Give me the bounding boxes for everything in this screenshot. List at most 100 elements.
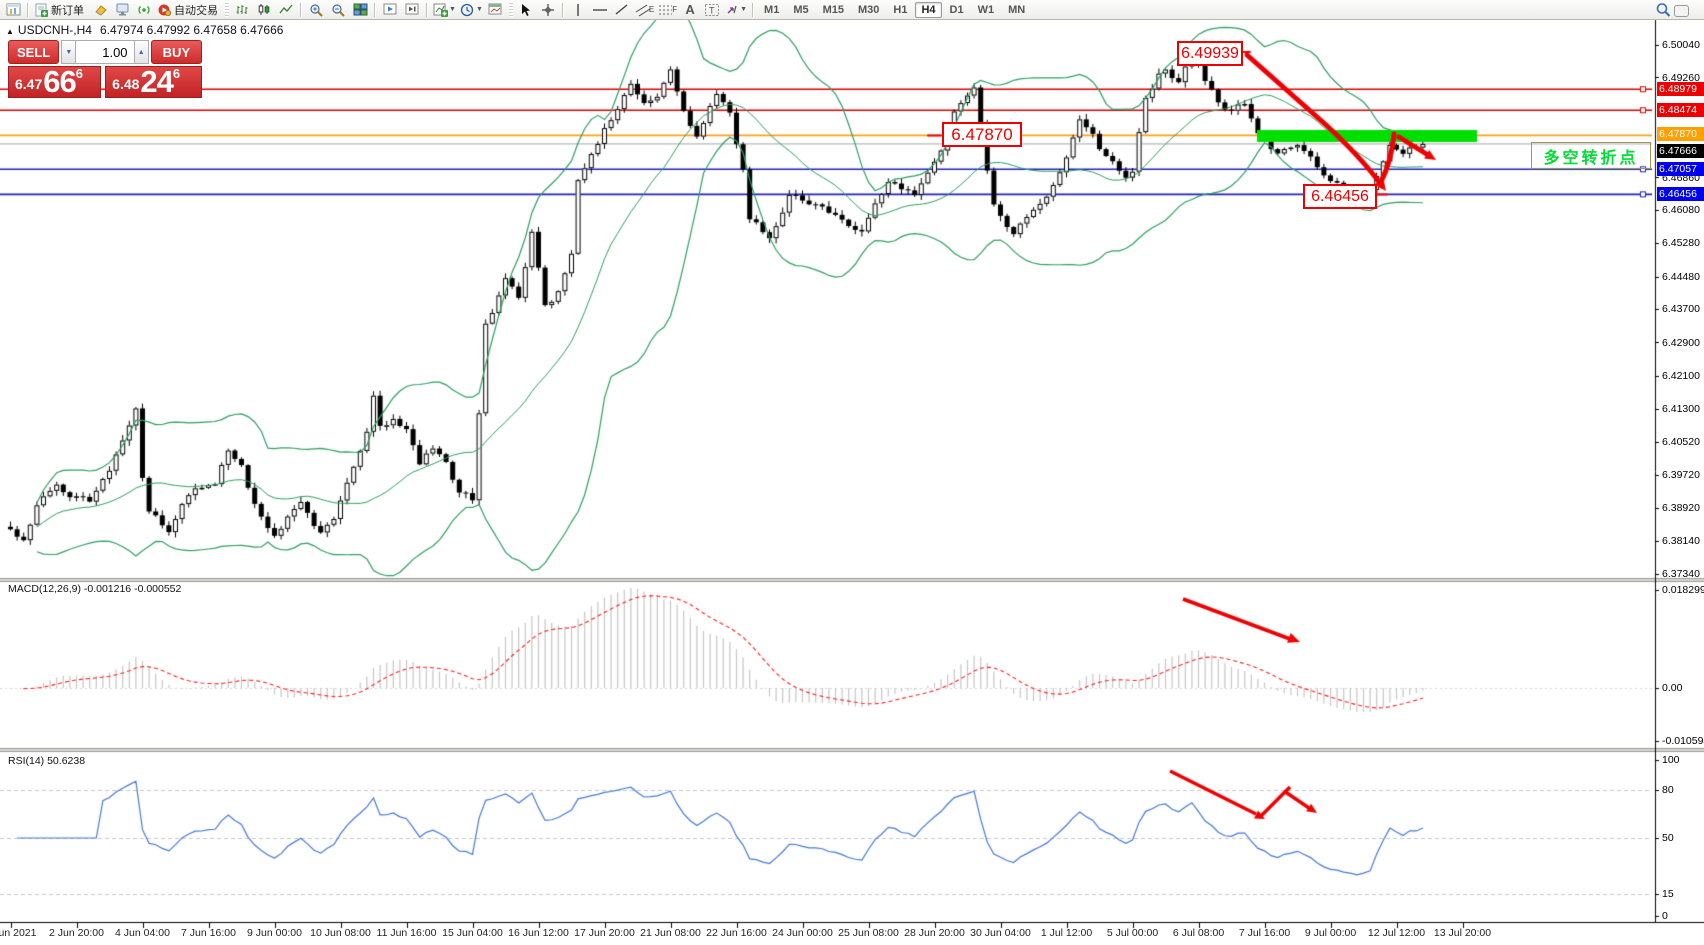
- volume-input[interactable]: 1.00: [76, 40, 134, 64]
- timeframe-mn-button[interactable]: MN: [1008, 3, 1026, 16]
- new-order-icon: [35, 3, 48, 17]
- timeframe-m30-button[interactable]: M30: [858, 3, 880, 16]
- sell-button[interactable]: SELL: [8, 40, 60, 64]
- buy-price-sup: 6: [172, 66, 181, 81]
- price-axis-tick-label: 6.44480: [1662, 270, 1700, 283]
- fibonacci-tool-icon[interactable]: F: [656, 1, 679, 19]
- cursor-icon[interactable]: [515, 1, 537, 19]
- step-forward-icon[interactable]: [401, 1, 423, 19]
- toolbar-separator: [27, 2, 29, 17]
- timeframe-d1-button[interactable]: D1: [949, 3, 964, 16]
- periods-clock-icon: [460, 3, 474, 16]
- time-axis-label: 21 Jun 08:00: [640, 927, 701, 939]
- time-axis-label: 16 Jun 12:00: [508, 927, 569, 939]
- templates-icon[interactable]: [485, 1, 507, 19]
- annotation-turning-point-text[interactable]: 多空转折点: [1531, 142, 1651, 169]
- text-tool-icon[interactable]: A: [679, 1, 701, 19]
- horizontal-line-tool-icon[interactable]: [589, 1, 611, 19]
- time-axis-label: 6 Jul 08:00: [1172, 927, 1225, 939]
- trendline-tool-icon[interactable]: [611, 1, 633, 19]
- time-axis-label: 1 Jul 12:00: [1040, 927, 1093, 939]
- vertical-line-tool-icon[interactable]: [567, 1, 589, 19]
- timeframe-m1-button[interactable]: M1: [764, 3, 780, 16]
- chart-title[interactable]: ▲ USDCNH-,H4 6.47974 6.47992 6.47658 6.476…: [6, 23, 283, 37]
- time-axis-label: 9 Jul 00:00: [1304, 927, 1357, 939]
- time-axis-label: 10 Jun 08:00: [310, 927, 371, 939]
- sell-price-display[interactable]: 6.47 66 6: [8, 66, 102, 98]
- zoom-in-icon[interactable]: [305, 1, 327, 19]
- time-axis-label: 15 Jun 04:00: [442, 927, 503, 939]
- buy-price-big: 24: [140, 64, 173, 99]
- volume-decrease-button[interactable]: ▼: [61, 40, 77, 64]
- time-axis-label: 2 Jun 20:00: [49, 927, 104, 939]
- time-axis-label: 5 Jul 00:00: [1106, 927, 1159, 939]
- text-label-tool-icon[interactable]: T: [701, 1, 723, 19]
- eraser-icon[interactable]: [89, 1, 111, 19]
- arrows-tool-button[interactable]: ▼: [723, 1, 749, 19]
- annotation-peak-price-label[interactable]: 6.49939: [1177, 41, 1243, 66]
- tile-windows-icon[interactable]: [349, 1, 371, 19]
- bar-chart-icon[interactable]: [231, 1, 253, 19]
- search-icon[interactable]: [1652, 1, 1674, 19]
- autotrading-label: 自动交易: [174, 4, 218, 17]
- zoom-out-icon[interactable]: [327, 1, 349, 19]
- toolbar-separator: [561, 2, 564, 17]
- price-axis-tick-label: 6.42100: [1662, 369, 1700, 382]
- timeframe-m15-button[interactable]: M15: [822, 3, 845, 16]
- price-axis-tick-label: 6.38140: [1662, 534, 1700, 547]
- annotation-mid-price-label[interactable]: 6.47870: [942, 122, 1022, 147]
- line-chart-icon[interactable]: [275, 1, 297, 19]
- price-axis-tick-label: 6.46080: [1662, 204, 1700, 216]
- volume-increase-button[interactable]: ▲: [133, 40, 149, 64]
- rsi-axis-label: 0: [1662, 910, 1668, 922]
- price-line-badge: 6.46456: [1657, 187, 1704, 202]
- toolbar-right-group: 1: [1652, 1, 1694, 19]
- autotrading-button[interactable]: 自动交易: [155, 1, 223, 19]
- chat-bubble-icon: [1674, 4, 1689, 17]
- buy-price-display[interactable]: 6.48 24 6: [105, 66, 202, 98]
- annotation-low-price-label[interactable]: 6.46456: [1303, 184, 1377, 209]
- time-axis-label: 11 Jun 16:00: [376, 927, 437, 939]
- text-tool-letter: A: [685, 2, 695, 17]
- timeframe-m5-button[interactable]: M5: [793, 3, 809, 16]
- new-chart-icon[interactable]: [2, 1, 24, 19]
- timeframe-w1-button[interactable]: W1: [977, 3, 995, 16]
- add-indicator-button[interactable]: ▼: [431, 1, 458, 19]
- periods-clock-button[interactable]: ▼: [458, 1, 485, 19]
- signal-icon[interactable]: [133, 1, 155, 19]
- collapse-arrow-icon[interactable]: ▲: [6, 27, 14, 36]
- time-axis-label: 17 Jun 20:00: [574, 927, 635, 939]
- dropdown-caret-icon: ▼: [449, 6, 456, 13]
- timeframe-h1-button[interactable]: H1: [893, 3, 908, 16]
- dropdown-caret-icon: ▼: [740, 6, 748, 13]
- toolbar-separator: [752, 2, 755, 17]
- crosshair-icon[interactable]: [537, 1, 559, 19]
- time-axis-label: 24 Jun 00:00: [772, 927, 833, 939]
- equidistant-channel-tool-icon[interactable]: E: [633, 1, 656, 19]
- arrows-tool-icon: [727, 5, 737, 14]
- price-line-badge: 6.47057: [1657, 162, 1704, 177]
- price-axis-tick-label: 6.38920: [1662, 502, 1700, 515]
- dropdown-caret-icon: ▼: [475, 6, 483, 13]
- candlestick-chart-icon[interactable]: [253, 1, 275, 19]
- sell-price-prefix: 6.47: [15, 76, 43, 92]
- price-axis-tick-label: 6.41300: [1662, 403, 1700, 416]
- price-line-badge: 6.48474: [1657, 103, 1704, 118]
- price-axis-tick-label: 6.45280: [1662, 237, 1700, 250]
- price-axis-tick-label: 6.39720: [1662, 469, 1700, 481]
- new-order-button[interactable]: 新订单: [32, 1, 89, 19]
- rsi-axis-label: 15: [1662, 888, 1674, 900]
- one-click-trading-panel: SELL ▼ 1.00 ▲ BUY 6.47 66 6 6.48 24 6: [8, 40, 202, 98]
- time-axis-label: 22 Jun 16:00: [706, 927, 767, 939]
- buy-button[interactable]: BUY: [150, 40, 202, 64]
- timeframe-h4-button[interactable]: H4: [915, 1, 942, 18]
- channel-letter: E: [648, 5, 655, 14]
- main-toolbar: 新订单 自动交易: [0, 0, 1704, 20]
- macd-pane-label: MACD(12,26,9) -0.001216 -0.000552: [8, 583, 182, 595]
- profile-icon[interactable]: [111, 1, 133, 19]
- notifications-icon[interactable]: 1: [1674, 2, 1694, 18]
- rsi-axis-label: 80: [1662, 784, 1674, 796]
- strategy-tester-icon[interactable]: [379, 1, 401, 19]
- time-axis-label: 28 Jun 20:00: [904, 927, 965, 939]
